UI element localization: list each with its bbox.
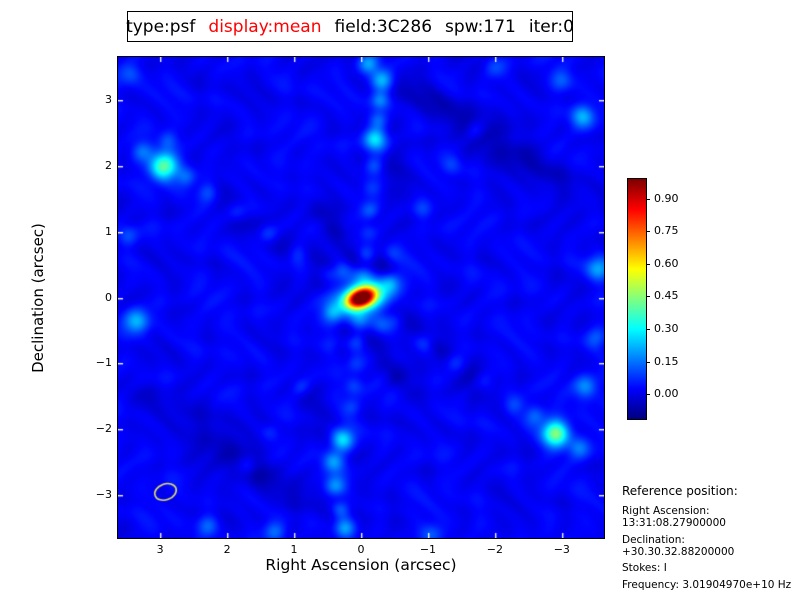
colorbar-tick-label: 0.30 — [654, 322, 679, 335]
y-tick-label: 1 — [105, 224, 112, 238]
y-axis-label: Declination (arcsec) — [29, 223, 47, 373]
title-box: type:psf display:mean field:3C286 spw:171 it… — [126, 11, 574, 42]
colorbar-tick — [646, 231, 650, 232]
title-segment: iter:0 — [528, 16, 574, 37]
reference-stokes: Stokes: I — [622, 562, 667, 574]
x-tick-label: 0 — [357, 543, 365, 556]
colorbar-tick — [646, 394, 650, 395]
plot-area — [117, 56, 605, 539]
colorbar-tick — [646, 296, 650, 297]
psf-image-canvas — [118, 57, 604, 538]
reference-declination: Declination: +30.30.32.88200000 — [622, 533, 735, 558]
y-tick-label: −1 — [95, 356, 112, 370]
colorbar-tick-label: 0.75 — [654, 224, 679, 237]
colorbar — [627, 178, 647, 420]
title-segment: type:psf — [126, 16, 196, 37]
x-tick-label: −3 — [553, 543, 570, 556]
y-tick-label: −2 — [95, 422, 112, 436]
title-segment: field:3C286 — [334, 16, 433, 37]
colorbar-tick-label: 0.00 — [654, 387, 679, 400]
title-segment: display:mean — [208, 16, 322, 37]
reference-frequency: Frequency: 3.01904970e+10 Hz — [622, 578, 792, 591]
colorbar-tick — [646, 362, 650, 363]
colorbar-tick — [646, 264, 650, 265]
y-tick-label: 0 — [105, 290, 112, 304]
colorbar-tick-label: 0.90 — [654, 192, 679, 205]
y-tick-label: −3 — [95, 488, 112, 502]
x-tick-label: −2 — [486, 543, 503, 556]
x-tick-label: 2 — [223, 543, 231, 556]
x-axis-label: Right Ascension (arcsec) — [265, 556, 457, 574]
reference-right-ascension: Right Ascension: 13:31:08.27900000 — [622, 505, 726, 529]
colorbar-tick — [646, 199, 650, 200]
colorbar-tick-label: 0.15 — [654, 355, 679, 368]
colorbar-tick-label: 0.60 — [654, 257, 679, 270]
x-tick-label: 3 — [156, 543, 164, 556]
reference-heading: Reference position: — [622, 484, 738, 498]
x-tick-label: −1 — [419, 543, 437, 556]
reference-position-block: Reference position: Right Ascension: 13:… — [622, 484, 797, 595]
colorbar-tick-label: 0.45 — [654, 289, 679, 302]
y-tick-label: 2 — [105, 158, 112, 172]
colorbar-canvas — [628, 179, 646, 419]
title-segment: spw:171 — [445, 16, 516, 37]
colorbar-tick — [646, 329, 650, 330]
x-tick-label: 1 — [290, 543, 298, 556]
y-tick-label: 3 — [105, 92, 112, 106]
